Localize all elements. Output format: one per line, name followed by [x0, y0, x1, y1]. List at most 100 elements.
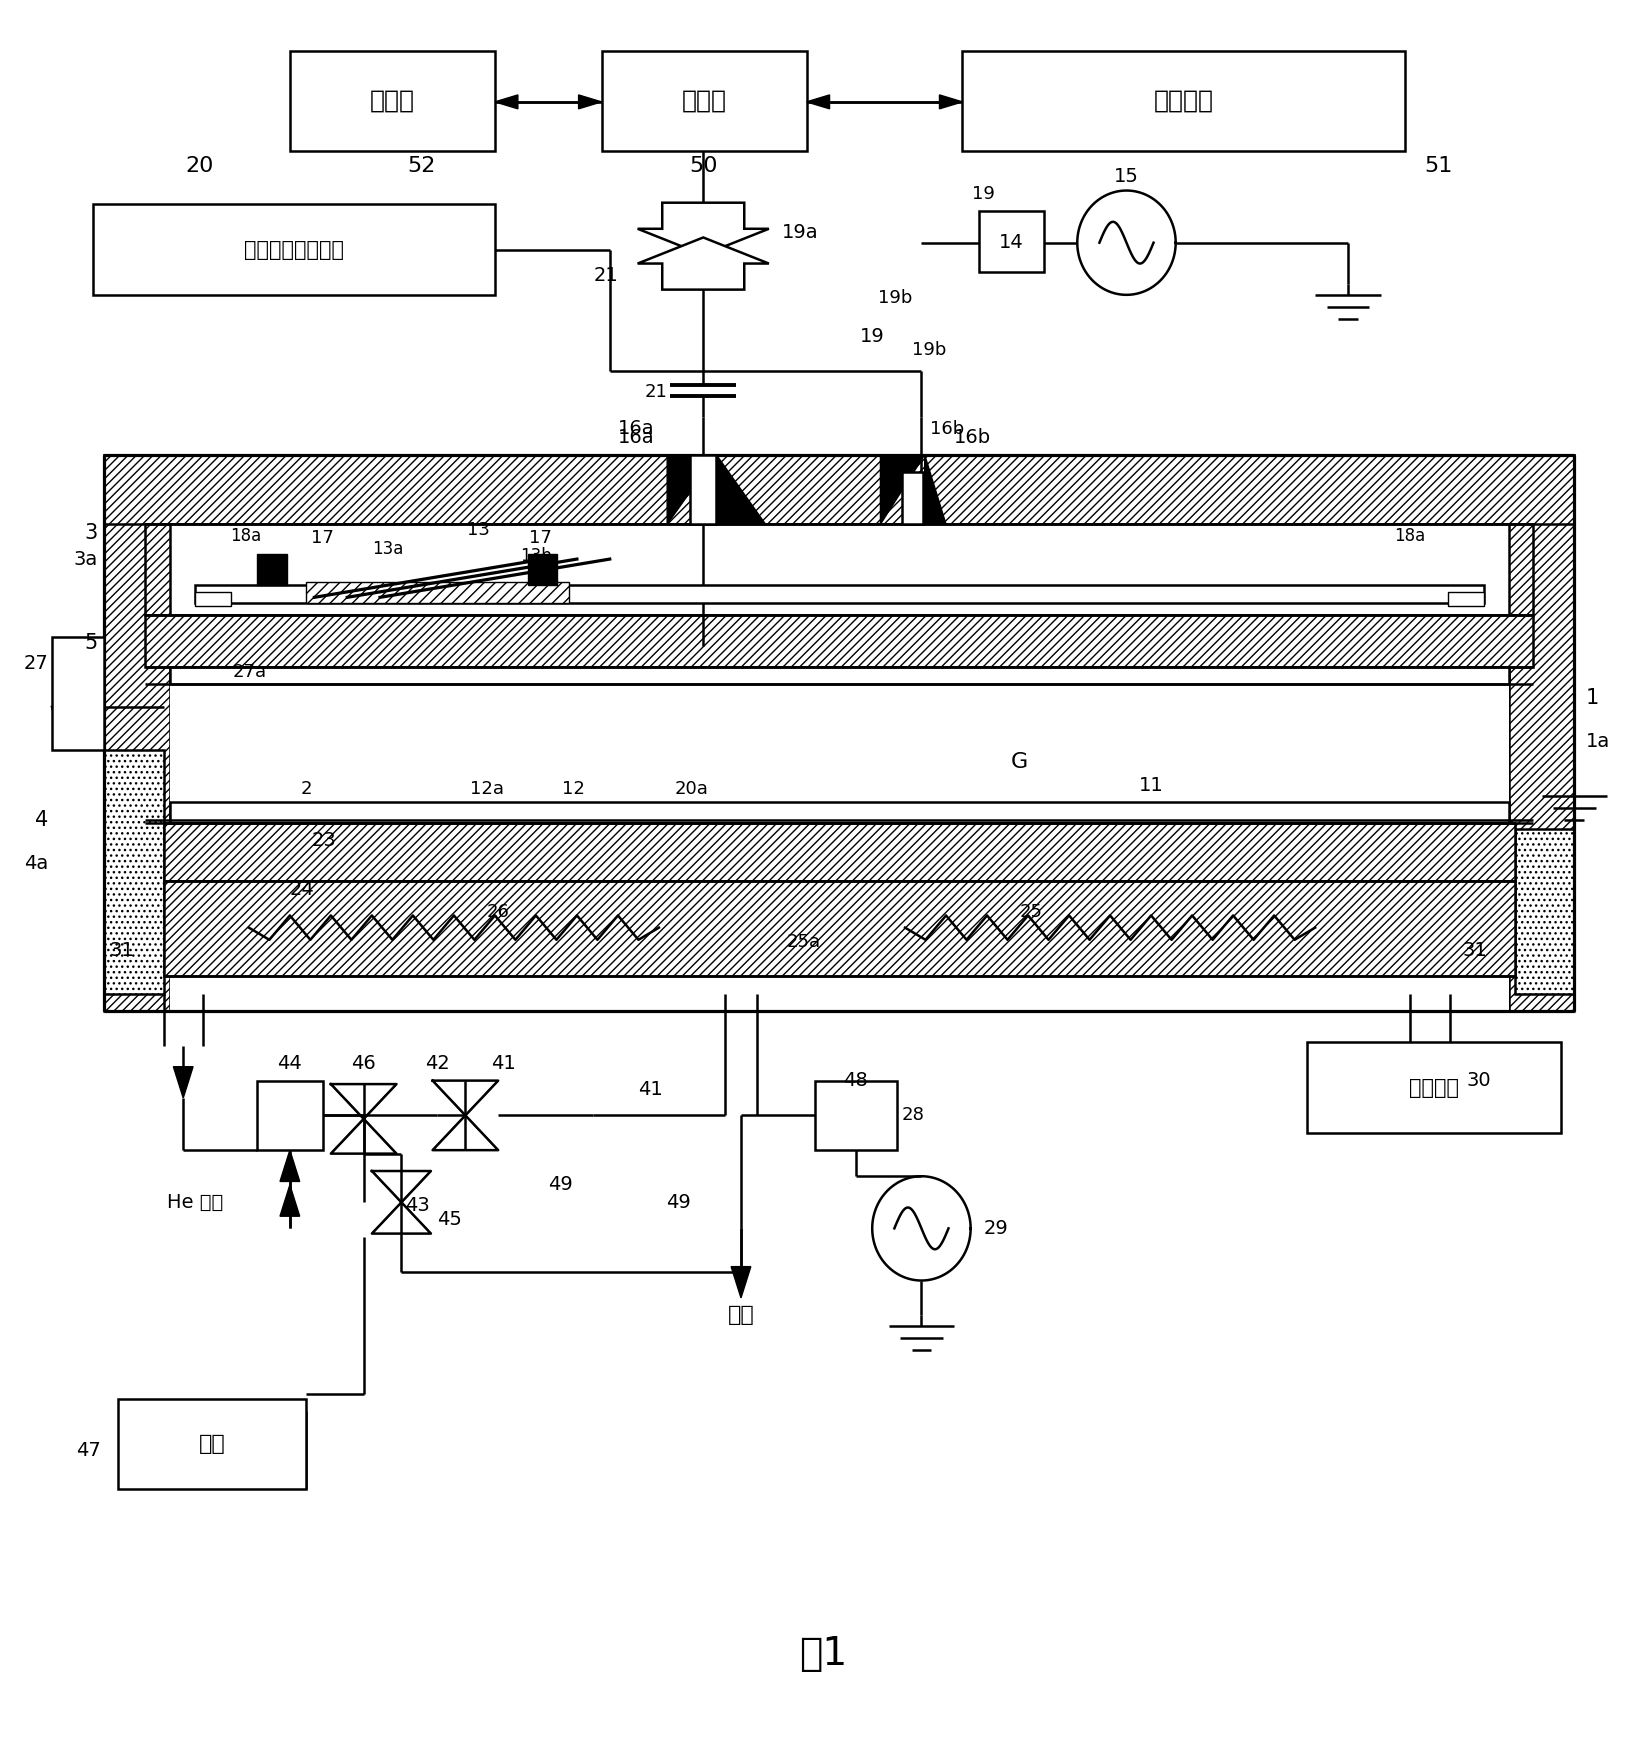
Text: 31: 31 — [109, 940, 135, 959]
Text: 19b: 19b — [912, 342, 946, 359]
Text: 图1: 图1 — [798, 1636, 848, 1672]
Text: 19b: 19b — [877, 290, 912, 307]
Bar — [194, 586, 1485, 602]
Text: 49: 49 — [548, 1175, 573, 1195]
Text: 25: 25 — [1021, 903, 1044, 921]
Text: 21: 21 — [644, 384, 667, 401]
Text: 11: 11 — [1139, 776, 1164, 795]
Text: 14: 14 — [999, 234, 1024, 253]
Bar — [1516, 828, 1574, 994]
Bar — [306, 582, 570, 602]
Polygon shape — [881, 455, 925, 525]
Bar — [1448, 593, 1485, 605]
Bar — [257, 1081, 323, 1149]
Bar — [979, 211, 1045, 272]
Text: 16b: 16b — [930, 420, 965, 438]
Text: 排气装置: 排气装置 — [1409, 1078, 1458, 1097]
Bar — [163, 881, 1516, 977]
Text: 46: 46 — [351, 1053, 375, 1073]
Bar — [290, 52, 495, 150]
Polygon shape — [807, 94, 830, 108]
Bar — [104, 455, 1574, 525]
Text: 18a: 18a — [230, 527, 262, 546]
Polygon shape — [372, 1170, 431, 1233]
Text: 51: 51 — [1424, 157, 1452, 176]
Text: 49: 49 — [667, 1193, 691, 1212]
Bar — [1509, 455, 1574, 1012]
Text: 27: 27 — [25, 654, 49, 673]
Text: 12: 12 — [563, 780, 584, 797]
Text: 3: 3 — [84, 523, 97, 542]
Text: 28: 28 — [902, 1106, 925, 1125]
Text: 13a: 13a — [372, 539, 403, 558]
Bar — [1485, 525, 1534, 614]
Bar — [170, 666, 1509, 684]
Bar — [170, 525, 1509, 614]
Bar — [601, 52, 807, 150]
Text: 15: 15 — [1114, 167, 1139, 187]
Text: 23: 23 — [311, 832, 336, 851]
Bar — [170, 802, 1509, 823]
Text: 处理气体供给系统: 处理气体供给系统 — [244, 239, 344, 260]
Bar — [963, 52, 1406, 150]
Text: 3a: 3a — [74, 549, 97, 569]
Text: 25a: 25a — [787, 933, 821, 950]
Polygon shape — [579, 94, 601, 108]
Polygon shape — [495, 94, 518, 108]
Text: 30: 30 — [1467, 1071, 1491, 1090]
Text: 29: 29 — [984, 1219, 1009, 1238]
Text: 20a: 20a — [675, 780, 709, 797]
Text: 43: 43 — [405, 1196, 430, 1216]
Text: 31: 31 — [1463, 940, 1488, 959]
Bar — [145, 614, 1534, 666]
Text: 4a: 4a — [25, 855, 49, 872]
Text: 18a: 18a — [1394, 527, 1425, 546]
Text: He 气体: He 气体 — [166, 1193, 224, 1212]
Text: 槽罐: 槽罐 — [199, 1434, 226, 1454]
Text: 12a: 12a — [469, 780, 504, 797]
Polygon shape — [1420, 1085, 1440, 1116]
Text: 1a: 1a — [1585, 732, 1610, 752]
Bar — [170, 525, 1509, 1012]
Text: 用户界面: 用户界面 — [1154, 89, 1213, 113]
Polygon shape — [637, 237, 769, 290]
Text: 48: 48 — [843, 1071, 867, 1090]
Polygon shape — [940, 94, 963, 108]
Text: 16b: 16b — [955, 427, 991, 446]
Polygon shape — [372, 1170, 431, 1233]
Polygon shape — [280, 1149, 300, 1181]
Text: 1: 1 — [1585, 689, 1598, 708]
Text: 5: 5 — [84, 633, 97, 652]
Text: 17: 17 — [311, 528, 334, 548]
Bar — [94, 204, 495, 295]
Bar — [104, 750, 163, 994]
Polygon shape — [667, 455, 716, 525]
Text: 13: 13 — [467, 520, 491, 539]
Text: 41: 41 — [639, 1080, 663, 1099]
Text: 45: 45 — [438, 1210, 463, 1230]
Text: 控制部: 控制部 — [681, 89, 726, 113]
Text: 19: 19 — [973, 185, 996, 202]
Text: 41: 41 — [491, 1053, 515, 1073]
Polygon shape — [433, 1081, 499, 1149]
Text: 17: 17 — [530, 528, 553, 548]
Text: 44: 44 — [278, 1053, 303, 1073]
Bar — [53, 637, 104, 750]
Polygon shape — [331, 1085, 397, 1153]
Bar — [257, 555, 286, 586]
Text: 52: 52 — [407, 157, 435, 176]
Text: 存储部: 存储部 — [370, 89, 415, 113]
Text: 16a: 16a — [617, 427, 655, 446]
Text: 47: 47 — [76, 1441, 100, 1460]
Text: 26: 26 — [487, 903, 510, 921]
Polygon shape — [173, 1067, 193, 1099]
Text: 16a: 16a — [617, 419, 655, 438]
Polygon shape — [716, 455, 765, 525]
Polygon shape — [331, 1085, 397, 1153]
Text: 4: 4 — [36, 809, 49, 830]
Text: 19: 19 — [859, 328, 884, 345]
Bar — [528, 555, 558, 586]
Text: 24: 24 — [290, 881, 314, 898]
Polygon shape — [637, 202, 769, 255]
Text: 开放: 开放 — [728, 1305, 754, 1325]
